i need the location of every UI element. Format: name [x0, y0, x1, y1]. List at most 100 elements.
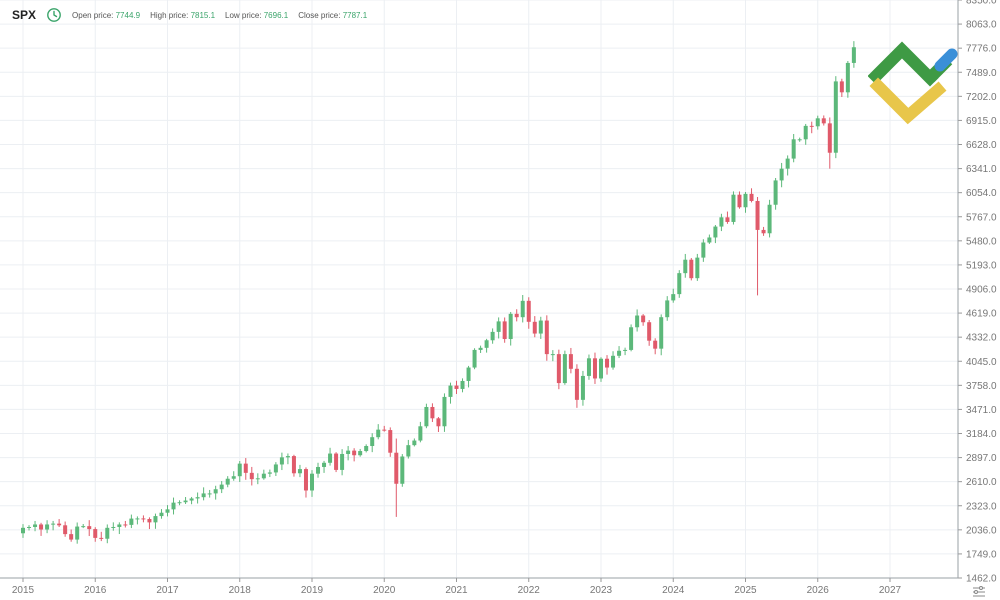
- candle-body: [490, 331, 495, 341]
- candle-body: [671, 294, 676, 301]
- y-axis: 8350.0 8063.0 7776.0 7489.0 7202.0 6915.0 6628…: [957, 0, 997, 585]
- candle-body: [177, 502, 182, 504]
- candle-body: [460, 380, 465, 389]
- y-tick-label: 5767.0: [966, 212, 997, 223]
- candle-body: [81, 526, 86, 528]
- candle-body: [291, 456, 296, 474]
- candle-body: [147, 519, 152, 523]
- candle-body: [550, 354, 555, 356]
- y-tick-label: 8350.0: [966, 0, 997, 7]
- candle-body: [87, 526, 92, 530]
- candle-body: [99, 537, 104, 539]
- candle-body: [725, 217, 730, 222]
- candle-body: [502, 321, 507, 340]
- y-tick-label: 4332.0: [966, 333, 997, 344]
- candle-body: [520, 300, 525, 318]
- candle-body: [39, 524, 44, 530]
- candle-body: [255, 478, 260, 480]
- y-tick-label: 2036.0: [966, 525, 997, 536]
- candle-body: [586, 358, 591, 376]
- x-tick-label: 2027: [879, 585, 902, 596]
- candle-body: [659, 317, 664, 349]
- close-price: Close price: 7787.1: [298, 11, 367, 20]
- candle-body: [472, 349, 477, 368]
- candle-body: [297, 469, 302, 474]
- candle-body: [833, 81, 838, 153]
- x-tick-label: 2020: [373, 585, 396, 596]
- candles: [21, 41, 856, 544]
- y-tick-label: 1749.0: [966, 549, 997, 560]
- candle-body: [273, 464, 278, 473]
- candle-body: [568, 354, 573, 369]
- candle-body: [743, 193, 748, 208]
- grid: [0, 0, 958, 579]
- candle-body: [635, 315, 640, 328]
- candle-body: [749, 193, 754, 201]
- candle-body: [508, 313, 513, 340]
- high-price-value: 7815.1: [190, 10, 216, 20]
- candle-body: [767, 204, 772, 234]
- y-tick-label: 7489.0: [966, 68, 997, 79]
- candle-body: [689, 259, 694, 279]
- low-price-value: 7696.1: [263, 10, 289, 20]
- settings-icon[interactable]: [972, 585, 986, 597]
- x-tick-label: 2024: [662, 585, 685, 596]
- candle-body: [803, 125, 808, 140]
- candle-body: [105, 527, 110, 539]
- y-tick-label: 5480.0: [966, 236, 997, 247]
- candle-body: [213, 489, 218, 494]
- candle-body: [605, 358, 610, 368]
- candle-body: [851, 47, 856, 63]
- y-tick-label: 8063.0: [966, 20, 997, 31]
- y-tick-label: 3184.0: [966, 429, 997, 440]
- candle-body: [683, 259, 688, 274]
- candle-body: [695, 257, 700, 279]
- candle-body: [141, 518, 146, 520]
- clock-icon[interactable]: [46, 7, 62, 23]
- candle-body: [406, 445, 411, 457]
- ticker-symbol[interactable]: SPX: [12, 8, 37, 22]
- open-price-label: Open price:: [72, 10, 114, 20]
- candle-body: [171, 502, 176, 510]
- y-tick-label: 6054.0: [966, 188, 997, 199]
- y-tick-label: 2323.0: [966, 501, 997, 512]
- candle-body: [370, 437, 375, 447]
- y-tick-label: 7776.0: [966, 44, 997, 55]
- candle-body: [45, 524, 50, 530]
- candle-body: [340, 453, 345, 470]
- candle-body: [346, 450, 351, 454]
- candle-body: [316, 466, 321, 474]
- candle-body: [484, 340, 489, 348]
- candle-body: [611, 355, 616, 368]
- candle-body: [737, 194, 742, 208]
- candle-body: [267, 472, 272, 474]
- y-tick-label: 4906.0: [966, 285, 997, 296]
- candle-body: [574, 368, 579, 400]
- candle-body: [629, 327, 634, 350]
- candle-body: [514, 313, 519, 318]
- x-tick-label: 2017: [156, 585, 179, 596]
- y-tick-label: 4619.0: [966, 309, 997, 320]
- candle-body: [358, 451, 363, 456]
- candle-body: [827, 123, 832, 153]
- candle-body: [556, 354, 561, 384]
- candle-body: [195, 497, 200, 499]
- x-tick-label: 2025: [734, 585, 757, 596]
- candle-body: [496, 321, 501, 332]
- candle-body: [400, 456, 405, 484]
- candle-body: [623, 349, 628, 351]
- candle-body: [69, 534, 74, 540]
- candle-body: [189, 498, 194, 501]
- brand-logo: [868, 41, 958, 125]
- open-price: Open price: 7744.9: [72, 11, 140, 20]
- candle-body: [845, 62, 850, 93]
- open-price-value: 7744.9: [115, 10, 141, 20]
- candle-body: [183, 500, 188, 503]
- candle-body: [376, 429, 381, 438]
- candle-body: [424, 406, 429, 427]
- candle-body: [231, 476, 236, 479]
- candle-body: [135, 518, 140, 520]
- y-tick-label: 3471.0: [966, 405, 997, 416]
- candle-body: [454, 385, 459, 389]
- candle-body: [153, 516, 158, 523]
